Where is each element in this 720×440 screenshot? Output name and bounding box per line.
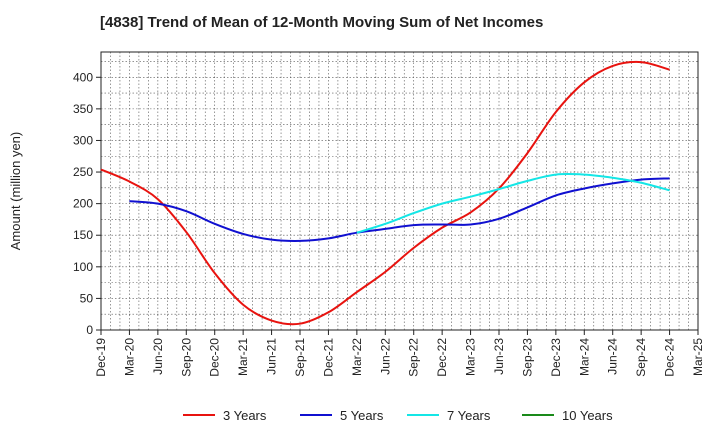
x-tick-label: Sep-21 [293, 338, 307, 377]
y-tick-label: 200 [73, 197, 93, 211]
x-tick-label: Dec-23 [549, 338, 563, 377]
grid-lines [101, 52, 698, 330]
legend-label: 3 Years [223, 408, 267, 423]
x-tick-label: Sep-23 [520, 338, 534, 377]
x-tick-label: Sep-20 [179, 338, 193, 377]
series-line-5-years [129, 177, 670, 242]
legend-label: 7 Years [447, 408, 491, 423]
x-tick-label: Mar-23 [464, 338, 478, 376]
series-line-7-years [356, 172, 670, 234]
y-tick-label: 250 [73, 165, 93, 179]
x-tick-label: Sep-22 [407, 338, 421, 377]
x-tick-label: Dec-24 [663, 338, 677, 377]
legend-label: 10 Years [562, 408, 613, 423]
y-tick-label: 100 [73, 260, 93, 274]
x-tick-label: Dec-20 [208, 338, 222, 377]
y-axis-title: Amount (million yen) [8, 132, 23, 251]
y-tick-label: 300 [73, 133, 93, 147]
series-line-3-years [100, 60, 670, 326]
plot-area [101, 52, 698, 330]
x-tick-label: Jun-20 [151, 338, 165, 375]
x-tick-label: Jun-23 [492, 338, 506, 375]
chart-title: [4838] Trend of Mean of 12-Month Moving … [100, 14, 544, 31]
x-tick-label: Mar-25 [691, 338, 705, 376]
y-tick-label: 0 [86, 323, 93, 337]
x-tick-label: Dec-22 [435, 338, 449, 377]
x-tick-label: Mar-21 [236, 338, 250, 376]
x-tick-label: Dec-19 [94, 338, 108, 377]
plot-border [100, 51, 699, 331]
x-tick-label: Jun-22 [378, 338, 392, 375]
x-tick-label: Dec-21 [321, 338, 335, 377]
x-tick-label: Jun-21 [265, 338, 279, 375]
x-tick-label: Mar-24 [577, 338, 591, 376]
x-tick-label: Mar-22 [350, 338, 364, 376]
y-tick-label: 150 [73, 228, 93, 242]
y-tick-label: 350 [73, 102, 93, 116]
legend-label: 5 Years [340, 408, 384, 423]
x-tick-label: Jun-24 [606, 338, 620, 375]
x-tick-label: Sep-24 [634, 338, 648, 377]
y-tick-label: 400 [73, 70, 93, 84]
x-tick-label: Mar-20 [122, 338, 136, 376]
y-tick-label: 50 [80, 291, 94, 305]
